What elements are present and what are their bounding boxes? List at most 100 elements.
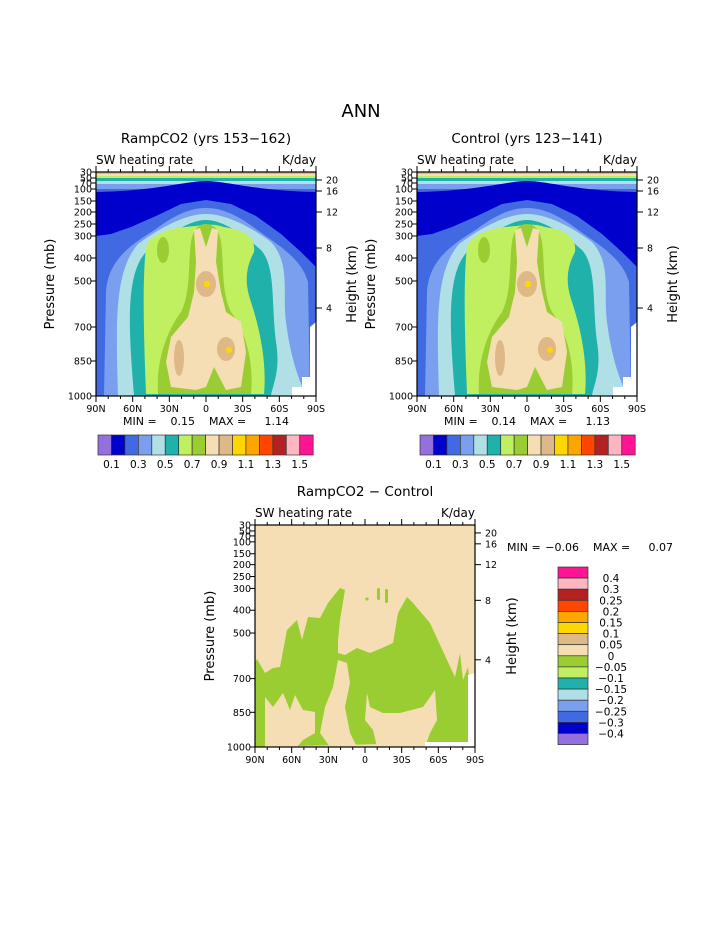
x-tick-label: 90N: [86, 404, 105, 415]
y-tick-label: 850: [395, 357, 413, 368]
colorbar-box: [191, 434, 206, 456]
colorbar-label: 0.5: [157, 459, 174, 471]
colorbar-label: 1.5: [613, 459, 630, 471]
y-tick-label: 200: [395, 208, 413, 219]
y2-tick-label: 12: [647, 208, 659, 219]
y-tick-label: 100: [74, 185, 92, 196]
colorbar-box: [151, 434, 166, 456]
left-string: SW heating rate: [417, 153, 514, 167]
max-value: 1.13: [586, 415, 611, 428]
y-tick-label: 300: [74, 232, 92, 243]
y-tick-label: 300: [233, 584, 251, 595]
colorbar-box: [557, 677, 589, 690]
panel-title: RampCO2 − Control: [297, 484, 433, 500]
colorbar-label: 0.15: [599, 618, 622, 630]
x-tick-label: 30N: [160, 404, 179, 415]
x-tick-label: 30S: [393, 755, 411, 766]
x-tick-label: 30S: [234, 404, 252, 415]
colorbar-box: [557, 611, 589, 623]
colorbar-box: [205, 434, 220, 456]
colorbar-box: [124, 434, 139, 456]
colorbar-box: [557, 566, 589, 579]
y2-tick-label: 20: [647, 176, 659, 187]
colorbar-box: [540, 434, 555, 456]
colorbar-label: 0.9: [211, 459, 228, 471]
x-tick-label: 60S: [429, 755, 447, 766]
y-tick-label: 200: [233, 560, 251, 571]
colorbar-label: 0.7: [506, 459, 523, 471]
right-string: K/day: [441, 506, 475, 520]
panel-difference: RampCO2 − Control SW heating rate K/day …: [203, 484, 673, 766]
y-tick-label: 200: [74, 208, 92, 219]
y-axis-label: Pressure (mb): [43, 239, 58, 330]
colorbar-label: 0: [608, 651, 615, 663]
colorbar-box: [460, 434, 475, 456]
y-axis-label: Pressure (mb): [364, 239, 379, 330]
colorbar-box: [557, 633, 589, 646]
contour-field: [96, 172, 316, 396]
panel-title: RampCO2 (yrs 153−162): [121, 131, 291, 147]
y2-tick-label: 16: [485, 539, 497, 550]
colorbar-label: −0.4: [598, 729, 624, 741]
colorbar-label: 0.25: [599, 595, 622, 607]
contour-field: [255, 525, 475, 747]
panel-control: Control (yrs 123−141) SW heating rate K/…: [364, 131, 681, 471]
figure-title: ANN: [341, 101, 380, 122]
min-value: 0.14: [492, 415, 517, 428]
colorbar-label: −0.3: [598, 717, 624, 729]
y-tick-label: 250: [74, 220, 92, 231]
colorbar-box: [557, 733, 589, 745]
colorbar-label: −0.2: [598, 695, 624, 707]
colorbar-box: [557, 622, 589, 634]
max-value: 0.07: [649, 541, 674, 554]
colorbar-box: [567, 434, 582, 456]
y2-tick-label: 8: [326, 244, 332, 255]
min-label: MIN =: [123, 415, 157, 428]
y-tick-label: 30: [401, 168, 413, 179]
x-tick-label: 90N: [407, 404, 426, 415]
colorbar-box: [111, 434, 126, 456]
y-axis-label: Pressure (mb): [203, 591, 218, 682]
y-tick-label: 700: [233, 674, 251, 685]
colorbar-label: 1.5: [291, 459, 308, 471]
y2-tick-label: 20: [326, 176, 338, 187]
colorbar-label: 0.3: [603, 584, 620, 596]
min-label: MIN =: [507, 541, 541, 554]
colorbar-label: −0.1: [598, 673, 624, 685]
y2-tick-label: 12: [326, 208, 338, 219]
colorbar-box: [621, 434, 636, 456]
y2-tick-label: 16: [326, 187, 338, 198]
right-string: K/day: [603, 153, 637, 167]
colorbar-label: 0.7: [184, 459, 201, 471]
colorbar-label: 1.1: [238, 459, 255, 471]
y-tick-label: 500: [233, 629, 251, 640]
colorbar-box: [557, 599, 589, 612]
x-tick-label: 30S: [555, 404, 573, 415]
max-label: MAX =: [593, 541, 630, 554]
x-tick-label: 0: [524, 404, 530, 415]
colorbar-box: [178, 434, 193, 456]
colorbar-box: [97, 434, 112, 456]
left-string: SW heating rate: [255, 506, 352, 520]
y-tick-label: 700: [395, 323, 413, 334]
y2-tick-label: 4: [647, 304, 653, 315]
colorbar-box: [557, 577, 589, 590]
colorbar-box: [557, 722, 589, 734]
panel-title: Control (yrs 123−141): [451, 131, 602, 147]
colorbar-label: 0.5: [479, 459, 496, 471]
colorbar-label: 0.05: [599, 640, 622, 652]
colorbar-label: 1.3: [586, 459, 603, 471]
x-tick-label: 60N: [123, 404, 142, 415]
colorbar-box: [285, 434, 301, 456]
x-tick-label: 30N: [319, 755, 338, 766]
colorbar-box: [554, 434, 569, 456]
x-tick-label: 60N: [444, 404, 463, 415]
x-tick-label: 60S: [270, 404, 288, 415]
y-tick-label: 100: [395, 185, 413, 196]
left-string: SW heating rate: [96, 153, 193, 167]
colorbar-box: [513, 434, 528, 456]
y2-tick-label: 8: [485, 596, 491, 607]
colorbar-box: [557, 699, 589, 712]
colorbar-box: [164, 434, 180, 456]
x-tick-label: 60S: [591, 404, 609, 415]
